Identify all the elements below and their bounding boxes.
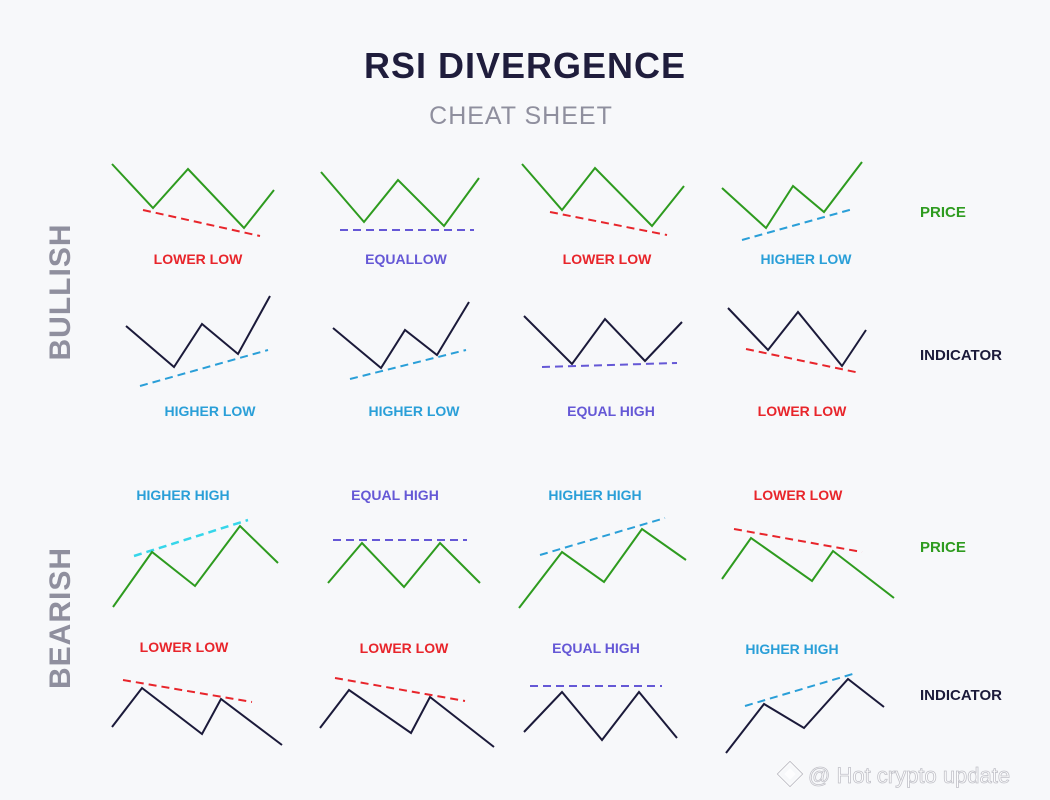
panel-bullish-price-1: LOWER LOW (111, 163, 275, 267)
trend-line-higher (539, 517, 666, 556)
trend-line-higher (139, 349, 269, 387)
divergence-label: LOWER LOW (754, 487, 843, 503)
divergence-label: HIGHER HIGH (745, 641, 838, 657)
indicator-line (319, 688, 495, 748)
divergence-label: HIGHER LOW (165, 403, 257, 419)
trend-line-higher (349, 349, 467, 380)
diamond-logo-icon (775, 759, 805, 789)
divergence-label: HIGHER HIGH (136, 487, 229, 503)
indicator-line (523, 315, 683, 366)
row-label-bearish-indicator: INDICATOR (920, 687, 1002, 704)
price-line (521, 163, 685, 228)
trend-line-lower (549, 211, 668, 236)
price-line (111, 163, 275, 230)
panel-bullish-price-3: LOWER LOW (521, 163, 685, 267)
panel-bearish-price-1: HIGHER HIGH (112, 487, 279, 608)
price-line (112, 524, 279, 608)
panel-bullish-indicator-2: HIGHER LOW (332, 301, 470, 419)
page-title: RSI DIVERGENCE (364, 45, 686, 86)
indicator-line (727, 307, 867, 368)
trend-line-higher (133, 518, 249, 558)
panel-bullish-indicator-1: HIGHER LOW (125, 295, 271, 419)
price-line (721, 536, 895, 599)
divergence-label: EQUAL HIGH (552, 640, 640, 656)
price-line (320, 171, 480, 228)
panel-bullish-indicator-4: LOWER LOW (727, 307, 867, 419)
panel-bullish-price-2: EQUALLOW (320, 171, 480, 267)
indicator-line (523, 690, 678, 742)
panel-bearish-price-3: HIGHER HIGH (518, 487, 687, 609)
divergence-label: EQUAL HIGH (351, 487, 439, 503)
price-line (327, 541, 481, 589)
divergence-label: EQUAL HIGH (567, 403, 655, 419)
row-label-bullish-indicator: INDICATOR (920, 347, 1002, 364)
price-line (721, 161, 863, 230)
panel-bearish-indicator-2: LOWER LOW (319, 640, 495, 748)
trend-line-higher (741, 208, 854, 241)
panel-bullish-indicator-3: EQUAL HIGH (523, 315, 683, 419)
indicator-line (111, 686, 283, 746)
price-line (518, 527, 687, 609)
panel-bearish-price-2: EQUAL HIGH (327, 487, 481, 589)
trend-line-lower (733, 528, 863, 553)
trend-line-equal (541, 362, 678, 368)
panel-bearish-indicator-3: EQUAL HIGH (523, 640, 678, 742)
trend-line-lower (745, 348, 861, 374)
trend-line-higher (744, 672, 857, 707)
divergence-label: LOWER LOW (140, 639, 229, 655)
page-subtitle: CHEAT SHEET (429, 102, 613, 130)
divergence-label: EQUALLOW (365, 251, 447, 267)
divergence-label: LOWER LOW (563, 251, 652, 267)
divergence-label: HIGHER LOW (369, 403, 461, 419)
row-label-bullish-price: PRICE (920, 204, 966, 221)
section-label-bearish: BEARISH (44, 547, 77, 689)
panel-bullish-price-4: HIGHER LOW (721, 161, 863, 267)
indicator-line (125, 295, 271, 369)
row-label-bearish-price: PRICE (920, 539, 966, 556)
panel-bearish-indicator-4: HIGHER HIGH (725, 641, 885, 754)
trend-line-lower (142, 209, 261, 237)
indicator-line (332, 301, 470, 370)
divergence-label: HIGHER HIGH (548, 487, 641, 503)
divergence-label: LOWER LOW (360, 640, 449, 656)
trend-line-lower (334, 677, 466, 702)
trend-line-lower (122, 679, 253, 703)
divergence-label: LOWER LOW (758, 403, 847, 419)
panel-bearish-indicator-1: LOWER LOW (111, 639, 283, 746)
section-label-bullish: BULLISH (44, 224, 77, 361)
panel-bearish-price-4: LOWER LOW (721, 487, 895, 599)
watermark-text: @ Hot crypto update (808, 763, 1010, 788)
indicator-line (725, 677, 885, 754)
watermark: @ Hot crypto update (775, 759, 1011, 789)
divergence-label: HIGHER LOW (761, 251, 853, 267)
divergence-label: LOWER LOW (154, 251, 243, 267)
